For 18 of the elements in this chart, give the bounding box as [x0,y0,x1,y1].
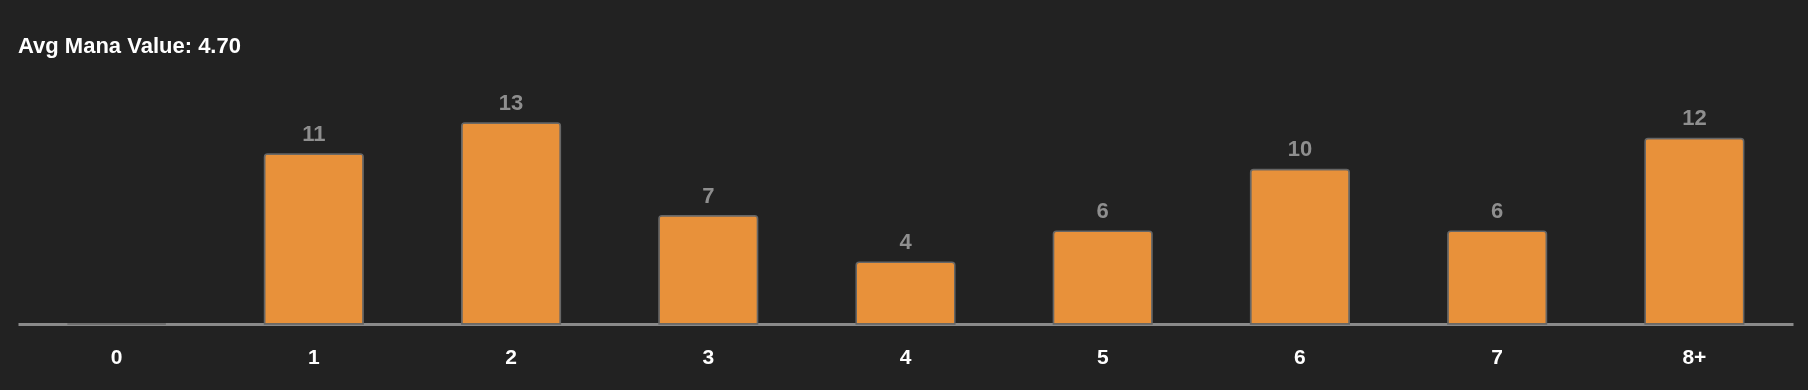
data-label: 10 [1287,136,1313,162]
data-label: 13 [498,90,524,115]
data-label: 11 [302,120,326,146]
x-tick-label: 1 [307,344,320,368]
x-tick-label: 8+ [1682,344,1707,368]
x-tick-label: 2 [505,344,517,368]
data-label: 4 [899,229,913,255]
x-tick-label: 5 [1096,344,1109,368]
chart-title: Avg Mana Value: 4.70 [18,33,241,58]
data-label: 12 [1682,105,1707,131]
x-tick-label: 0 [110,344,123,368]
data-label: 6 [1491,198,1504,224]
data-label: 6 [1096,198,1109,224]
x-tick-label: 3 [702,344,715,368]
x-tick-label: 4 [899,344,912,368]
x-tick-label: 7 [1491,344,1504,368]
x-tick-label: 6 [1294,344,1306,368]
data-label: 7 [702,182,715,208]
